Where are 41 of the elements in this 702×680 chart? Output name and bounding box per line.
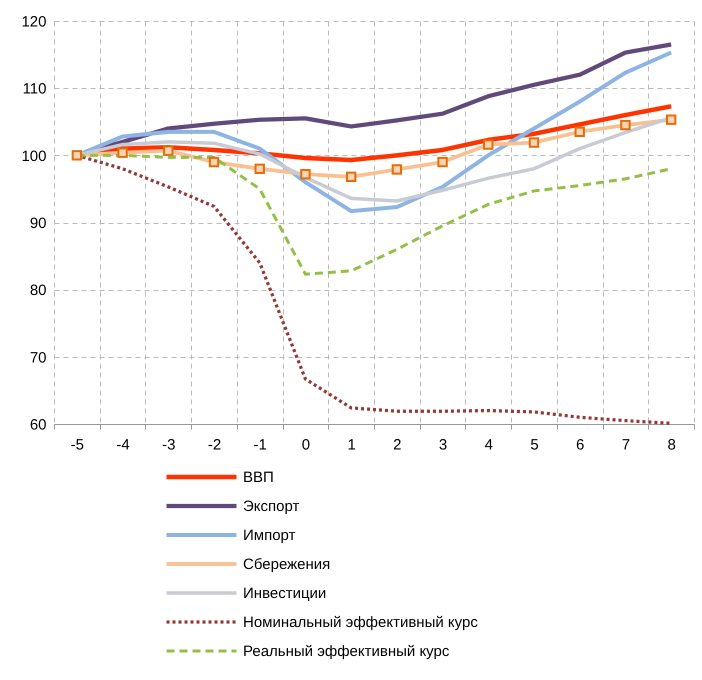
point bbox=[300, 168, 311, 180]
legend-label: Сбережения bbox=[243, 556, 330, 573]
y-tick-label: 120 bbox=[21, 14, 46, 30]
point bbox=[163, 145, 174, 156]
x-tick-label: 4 bbox=[484, 436, 493, 454]
point bbox=[117, 147, 128, 158]
x-tick-label: 8 bbox=[667, 436, 676, 454]
x-tick-label: -3 bbox=[162, 436, 176, 454]
y-tick-label: 70 bbox=[30, 349, 46, 366]
x-tick-label: 1 bbox=[347, 436, 356, 454]
point bbox=[620, 120, 631, 130]
point bbox=[346, 172, 356, 182]
point bbox=[666, 114, 676, 125]
x-tick-label: 6 bbox=[576, 436, 584, 454]
y-tick-label: 90 bbox=[30, 215, 46, 232]
x-tick-label: -4 bbox=[116, 436, 130, 454]
point bbox=[392, 164, 402, 175]
x-tick-label: 5 bbox=[530, 436, 539, 454]
x-tick-label: -2 bbox=[208, 436, 222, 454]
legend-label: Экспорт bbox=[243, 498, 300, 515]
x-tick-label: -1 bbox=[254, 436, 267, 454]
point bbox=[437, 156, 448, 168]
y-tick-label: 80 bbox=[30, 282, 46, 300]
y-tick-label: 100 bbox=[21, 148, 46, 165]
legend-label: Реальный эффективный курс bbox=[243, 643, 450, 660]
x-tick-label: 0 bbox=[302, 436, 310, 454]
x-tick-label: 7 bbox=[622, 436, 630, 454]
point bbox=[574, 126, 585, 138]
legend-label: Номинальный эффективный курс bbox=[243, 614, 478, 631]
x-tick-label: 2 bbox=[393, 436, 402, 454]
y-tick-label: 110 bbox=[22, 80, 46, 98]
legend-label: ВВП bbox=[243, 469, 274, 486]
point bbox=[254, 164, 265, 174]
point bbox=[528, 137, 540, 148]
legend-label: Инвестиции bbox=[243, 585, 326, 602]
legend-label: Импорт bbox=[243, 527, 296, 544]
point bbox=[208, 156, 220, 168]
point bbox=[483, 139, 494, 150]
x-tick-label: 3 bbox=[438, 436, 448, 454]
x-tick-label: -5 bbox=[70, 436, 84, 454]
y-tick-label: 60 bbox=[30, 416, 46, 434]
